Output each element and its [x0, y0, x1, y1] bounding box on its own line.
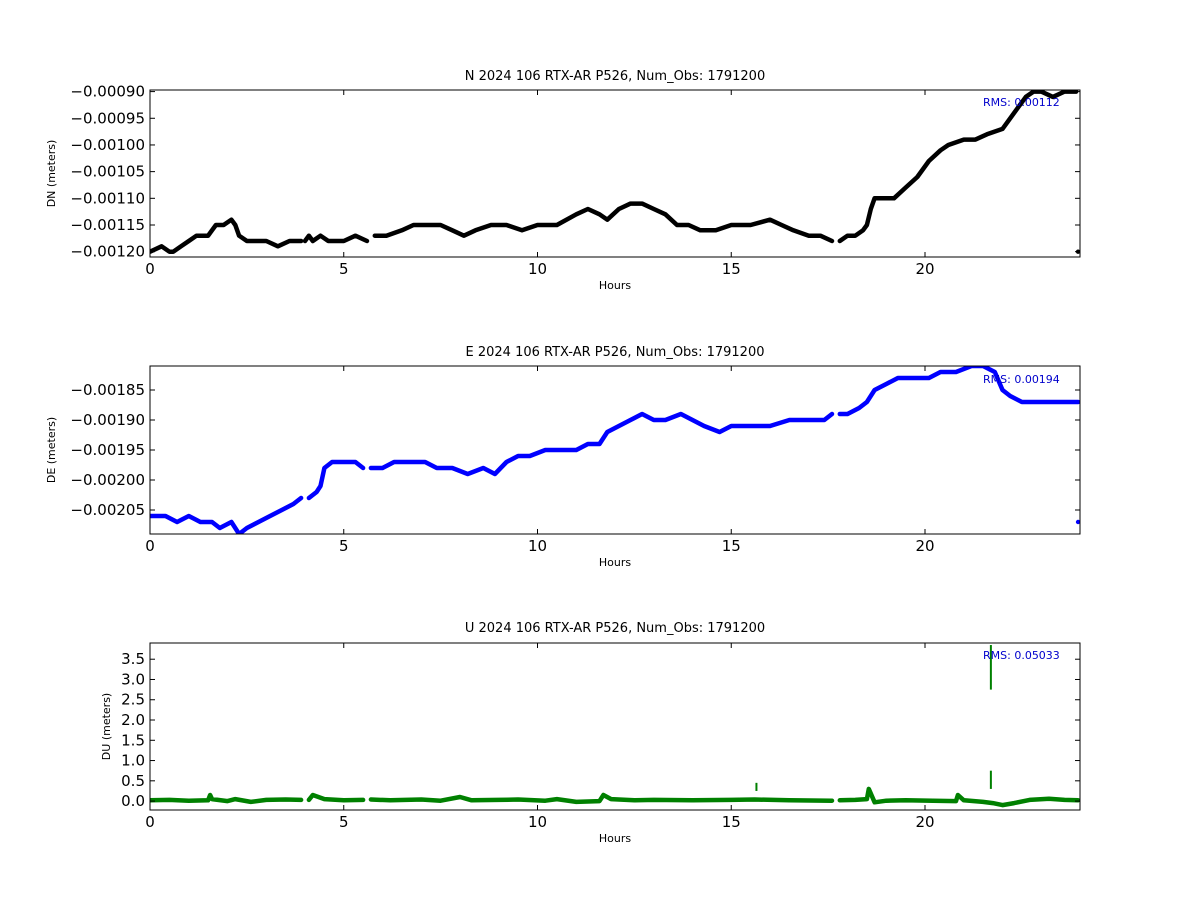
x-tick-label: 20 [915, 813, 934, 831]
y-tick-label: −0.00190 [70, 411, 145, 429]
y-axis-label: DU (meters) [100, 693, 113, 760]
y-tick-label: −0.00205 [70, 501, 145, 519]
rms-annotation: RMS: 0.00112 [983, 96, 1060, 109]
y-axis-label: DE (meters) [45, 417, 58, 483]
tick-group: 0 5 10 15 20 −0.00185 −0.00190 −0.00195 −0.00200… [70, 366, 1080, 555]
y-tick-label: −0.00200 [70, 471, 145, 489]
series-segment-0 [150, 495, 304, 534]
x-tick-label: 15 [722, 813, 741, 831]
series-segment-1 [302, 233, 370, 244]
x-tick-label: 15 [722, 537, 741, 555]
y-tick-label: −0.00195 [70, 441, 145, 459]
x-tick-label: 20 [915, 260, 934, 278]
series-segment-1 [306, 792, 366, 803]
x-tick-label: 10 [528, 260, 547, 278]
plot-area [150, 366, 1080, 534]
plot-area [150, 90, 1080, 254]
x-tick-label: 0 [145, 813, 155, 831]
y-axis-label: DN (meters) [45, 140, 58, 208]
y-tick-label: −0.00185 [70, 381, 145, 399]
rms-annotation: RMS: 0.00194 [983, 373, 1060, 386]
x-tick-label: 5 [339, 537, 349, 555]
y-tick-label: 2.5 [121, 691, 145, 709]
y-tick-label: 1.0 [121, 752, 145, 770]
x-tick-label: 20 [915, 537, 934, 555]
series-segment-3 [837, 90, 1079, 244]
y-tick-label: −0.00110 [70, 189, 145, 207]
series-segment-2 [372, 201, 835, 244]
y-tick-label: 3.5 [121, 650, 145, 668]
x-tick-label: 0 [145, 260, 155, 278]
y-tick-label: 3.0 [121, 670, 145, 688]
axes-frame [149, 89, 1081, 258]
series-segment-1 [306, 459, 366, 501]
x-tick-label: 0 [145, 537, 155, 555]
axes-frame [149, 642, 1081, 811]
series-segment-4 [1075, 519, 1080, 525]
x-axis-label: Hours [599, 279, 631, 292]
plot-area [150, 645, 1080, 808]
x-tick-label: 10 [528, 813, 547, 831]
y-tick-label: −0.00100 [70, 136, 145, 154]
east-panel: E 2024 106 RTX-AR P526, Num_Obs: 1791200… [45, 345, 1081, 569]
y-tick-label: 2.0 [121, 711, 145, 729]
y-tick-label: −0.00115 [70, 216, 145, 234]
y-tick-label: 0.5 [121, 772, 145, 790]
x-tick-label: 15 [722, 260, 741, 278]
tick-group: 0 5 10 15 20 3.5 3.0 2.5 2.0 1.5 1.0 0.5 0.0 [121, 643, 1080, 831]
y-tick-label: −0.00105 [70, 163, 145, 181]
north-panel: N 2024 106 RTX-AR P526, Num_Obs: 1791200… [45, 69, 1081, 292]
y-tick-label: −0.00090 [70, 83, 145, 101]
x-axis-label: Hours [599, 832, 631, 845]
tick-group: 0 5 10 15 20 −0.00090 −0.00095 −0.00100 −0.00105… [70, 83, 1080, 278]
rms-annotation: RMS: 0.05033 [983, 649, 1060, 662]
y-tick-label: −0.00095 [70, 109, 145, 127]
panel-title: U 2024 106 RTX-AR P526, Num_Obs: 1791200 [465, 621, 765, 636]
series-segment-3 [837, 786, 1080, 808]
panel-title: E 2024 106 RTX-AR P526, Num_Obs: 1791200 [466, 345, 765, 360]
series-segment-2 [368, 411, 835, 477]
y-tick-label: 0.0 [121, 792, 145, 810]
panel-title: N 2024 106 RTX-AR P526, Num_Obs: 1791200 [465, 69, 765, 84]
x-tick-label: 10 [528, 537, 547, 555]
up-panel: U 2024 106 RTX-AR P526, Num_Obs: 1791200… [100, 621, 1081, 845]
series-segment-3 [837, 366, 1080, 417]
y-tick-label: 1.5 [121, 731, 145, 749]
series-segment-0 [150, 792, 304, 805]
x-tick-label: 5 [339, 260, 349, 278]
axes-frame [149, 365, 1081, 535]
x-axis-label: Hours [599, 556, 631, 569]
series-segment-0 [150, 217, 304, 254]
x-tick-label: 5 [339, 813, 349, 831]
y-tick-label: −0.00120 [70, 243, 145, 261]
series-segment-2 [368, 792, 835, 805]
